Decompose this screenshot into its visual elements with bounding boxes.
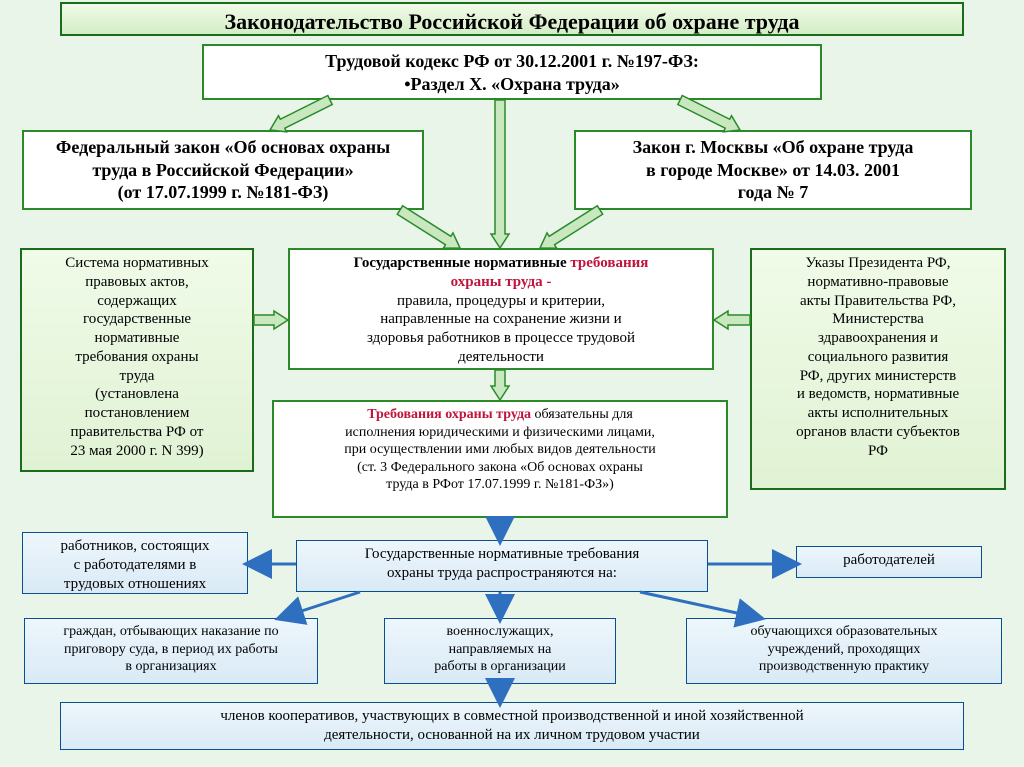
rs-2: акты Правительства РФ, [758,292,998,311]
c2-t0: исполнения юридическими и физическими ли… [280,424,720,442]
b3-1: учреждений, проходящих [693,641,995,659]
ls-7: (установлена [28,385,246,404]
dh-l2: охраны труда распространяются на: [303,564,701,583]
node-requirements-mandatory: Требования охраны труда обязательны для … [272,400,728,518]
ls-5: требования охраны [28,348,246,367]
labor-code-line1: Трудовой кодекс РФ от 30.12.2001 г. №197… [210,50,814,73]
b1-0: граждан, отбывающих наказание по [31,623,311,641]
b3-2: производственную практику [693,658,995,676]
node-employers: работодателей [796,546,982,578]
ls-9: правительства РФ от [28,423,246,442]
dh-l1: Государственные нормативные требования [303,545,701,564]
b1-2: в организациях [31,658,311,676]
fedlaw-l2: труда в Российской Федерации» [30,159,416,182]
rs-1: нормативно-правовые [758,273,998,292]
node-labor-code: Трудовой кодекс РФ от 30.12.2001 г. №197… [202,44,822,100]
c2-t1: при осуществлении ими любых видов деятел… [280,441,720,459]
c1-l1: Государственные нормативные требования [296,254,706,273]
c2-t3: труда в РФот 17.07.1999 г. №181-ФЗ») [280,476,720,494]
moscow-l1: Закон г. Москвы «Об охране труда [582,136,964,159]
rs-7: и ведомств, нормативные [758,385,998,404]
node-left-normative-system: Система нормативных правовых актов, соде… [20,248,254,472]
rs-8: акты исполнительных [758,404,998,423]
rs-3: Министерства [758,310,998,329]
node-workers: работников, состоящих с работодателями в… [22,532,248,594]
b3-0: обучающихся образовательных [693,623,995,641]
b1-1: приговору суда, в период их работы [31,641,311,659]
ls-3: государственные [28,310,246,329]
ls-2: содержащих [28,292,246,311]
node-federal-law: Федеральный закон «Об основах охраны тру… [22,130,424,210]
ls-0: Система нормативных [28,254,246,273]
b2-2: работы в организации [391,658,609,676]
node-cooperative-members: членов кооперативов, участвующих в совме… [60,702,964,750]
node-distribution-hub: Государственные нормативные требования о… [296,540,708,592]
node-convicts: граждан, отбывающих наказание по пригово… [24,618,318,684]
b2-0: военнослужащих, [391,623,609,641]
emp-text: работодателей [843,552,935,568]
node-right-decrees: Указы Президента РФ, нормативно-правовые… [750,248,1006,490]
rs-6: РФ, других министерств [758,367,998,386]
moscow-l2: в городе Москве» от 14.03. 2001 [582,159,964,182]
c1-t1: направленные на сохранение жизни и [296,310,706,329]
node-military: военнослужащих, направляемых на работы в… [384,618,616,684]
lw-2: трудовых отношениях [29,575,241,594]
c1-t3: деятельности [296,348,706,367]
ls-4: нормативные [28,329,246,348]
c1-t2: здоровья работников в процессе трудовой [296,329,706,348]
rs-0: Указы Президента РФ, [758,254,998,273]
c1-l2: охраны труда - [296,273,706,292]
ls-10: 23 мая 2000 г. N 399) [28,442,246,461]
labor-code-line2: •Раздел X. «Охрана труда» [210,73,814,96]
c2-l1: Требования охраны труда обязательны для [280,406,720,424]
fedlaw-l1: Федеральный закон «Об основах охраны [30,136,416,159]
rs-4: здравоохранения и [758,329,998,348]
rs-10: РФ [758,442,998,461]
rs-5: социального развития [758,348,998,367]
rs-9: органов власти субъектов [758,423,998,442]
title-text: Законодательство Российской Федерации об… [225,9,800,34]
node-central-requirements: Государственные нормативные требования о… [288,248,714,370]
ls-8: постановлением [28,404,246,423]
ls-1: правовых актов, [28,273,246,292]
c1-t0: правила, процедуры и критерии, [296,292,706,311]
lw-0: работников, состоящих [29,537,241,556]
ls-6: труда [28,367,246,386]
lw-1: с работодателями в [29,556,241,575]
moscow-l3: года № 7 [582,181,964,204]
b4-1: деятельности, основанной на их личном тр… [67,726,957,745]
b2-1: направляемых на [391,641,609,659]
c2-t2: (ст. 3 Федерального закона «Об основах о… [280,459,720,477]
fedlaw-l3: (от 17.07.1999 г. №181-ФЗ) [30,181,416,204]
b4-0: членов кооперативов, участвующих в совме… [67,707,957,726]
node-moscow-law: Закон г. Москвы «Об охране труда в город… [574,130,972,210]
page-title: Законодательство Российской Федерации об… [60,2,964,36]
node-students: обучающихся образовательных учреждений, … [686,618,1002,684]
